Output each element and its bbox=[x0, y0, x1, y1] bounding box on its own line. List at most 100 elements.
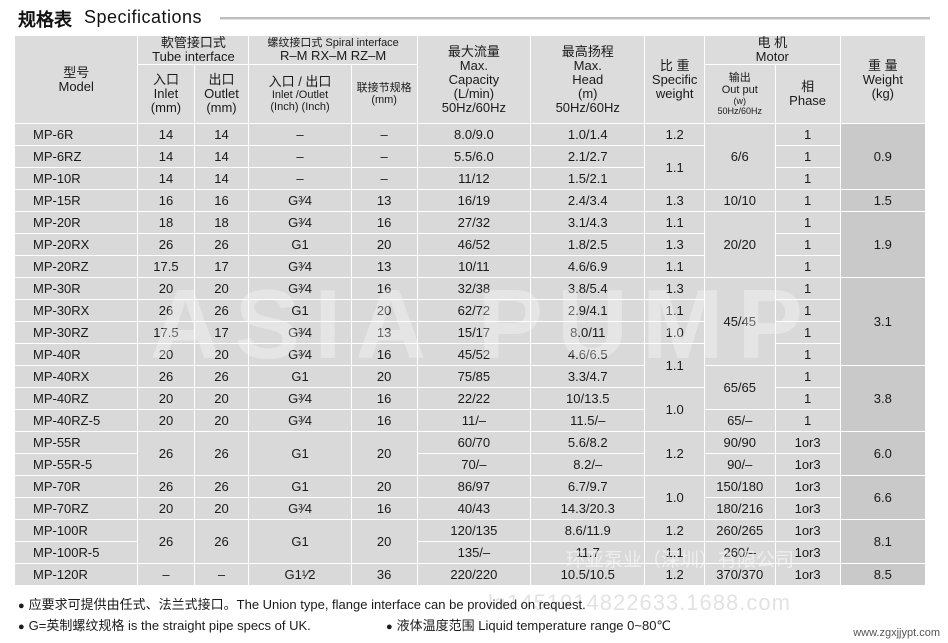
cell-specific-weight: 1.3 bbox=[644, 277, 705, 300]
table-row: MP-40RZ-5 20 20 G³⁄4 16 11/– 11.5/– 65/–… bbox=[13, 409, 926, 432]
cell-specific-weight: 1.1 bbox=[644, 145, 705, 190]
cell-capacity: 70/– bbox=[416, 453, 532, 476]
cell-weight: 1.5 bbox=[839, 189, 927, 212]
cell-thread: G³⁄4 bbox=[248, 387, 352, 410]
cell-thread: G1 bbox=[248, 475, 352, 498]
cell-outlet: 26 bbox=[193, 431, 250, 476]
cell-outlet: 17 bbox=[193, 255, 250, 278]
cell-joint: 20 bbox=[350, 365, 418, 388]
cell-thread: G1 bbox=[248, 431, 352, 476]
cell-capacity: 220/220 bbox=[416, 563, 532, 586]
cell-joint: 20 bbox=[350, 299, 418, 322]
cell-phase: 1or3 bbox=[774, 431, 841, 454]
cell-capacity: 15/17 bbox=[416, 321, 532, 344]
note-thread: ● G=英制螺纹规格 is the straight pipe specs of … bbox=[18, 618, 311, 633]
cell-phase: 1 bbox=[774, 365, 841, 388]
cell-model: MP-100R bbox=[13, 519, 139, 542]
cell-joint: 20 bbox=[350, 475, 418, 498]
header-capacity: 最大流量 Max. Capacity (L/min) 50Hz/60Hz bbox=[416, 35, 532, 124]
cell-model: MP-30R bbox=[13, 277, 139, 300]
cell-model: MP-55R bbox=[13, 431, 139, 454]
cell-outlet: 26 bbox=[193, 519, 250, 564]
phone-watermark: la1451914822633.1688.com bbox=[488, 590, 791, 615]
cell-capacity: 75/85 bbox=[416, 365, 532, 388]
cell-thread: G³⁄4 bbox=[248, 321, 352, 344]
cell-inlet: 20 bbox=[137, 497, 195, 520]
cell-specific-weight: 1.1 bbox=[644, 255, 705, 278]
cell-outlet: 14 bbox=[193, 167, 250, 190]
cell-inlet: 26 bbox=[137, 475, 195, 498]
cell-thread: G1¹⁄2 bbox=[248, 563, 352, 586]
cell-phase: 1 bbox=[774, 233, 841, 256]
cell-thread: G³⁄4 bbox=[248, 409, 352, 432]
cell-thread: G³⁄4 bbox=[248, 497, 352, 520]
cell-joint: 16 bbox=[350, 387, 418, 410]
cell-head: 8.2/– bbox=[530, 453, 646, 476]
cell-weight: 8.1 bbox=[839, 519, 927, 564]
cell-joint: 36 bbox=[350, 563, 418, 586]
cell-inlet: 17.5 bbox=[137, 255, 195, 278]
cell-inlet: 18 bbox=[137, 211, 195, 234]
cell-thread: G³⁄4 bbox=[248, 211, 352, 234]
cell-outlet: 26 bbox=[193, 233, 250, 256]
cell-joint: 16 bbox=[350, 277, 418, 300]
cell-joint: – bbox=[350, 145, 418, 168]
header-spiral-joint: 联接节规格 (mm) bbox=[350, 64, 418, 124]
cell-capacity: 86/97 bbox=[416, 475, 532, 498]
cell-output: 90/90 bbox=[703, 431, 776, 454]
cell-output: 180/216 bbox=[703, 497, 776, 520]
cell-phase: 1or3 bbox=[774, 497, 841, 520]
cell-outlet: 14 bbox=[193, 123, 250, 146]
cell-phase: 1 bbox=[774, 343, 841, 366]
cell-phase: 1or3 bbox=[774, 453, 841, 476]
cell-outlet: 16 bbox=[193, 189, 250, 212]
table-row: MP-10R 14 14 – – 11/12 1.5/2.1 1 bbox=[13, 167, 926, 190]
cell-phase: 1 bbox=[774, 277, 841, 300]
cell-phase: 1or3 bbox=[774, 541, 841, 564]
cell-weight: 3.8 bbox=[839, 365, 927, 432]
cell-capacity: 8.0/9.0 bbox=[416, 123, 532, 146]
cell-joint: 13 bbox=[350, 255, 418, 278]
cell-thread: G1 bbox=[248, 365, 352, 388]
cell-joint: 16 bbox=[350, 211, 418, 234]
cell-capacity: 11/– bbox=[416, 409, 532, 432]
cell-inlet: 26 bbox=[137, 299, 195, 322]
cell-phase: 1 bbox=[774, 299, 841, 322]
table-row: MP-30RX 26 26 G1 20 62/72 2.9/4.1 1.1 1 bbox=[13, 299, 926, 322]
header-motor: 电 机 Motor bbox=[703, 35, 841, 65]
cell-model: MP-15R bbox=[13, 189, 139, 212]
cell-thread: G1 bbox=[248, 519, 352, 564]
cell-specific-weight: 1.2 bbox=[644, 519, 705, 542]
note-union: ● 应要求可提供由任式、法兰式接口。The Union type, flange … bbox=[18, 597, 586, 612]
cell-capacity: 27/32 bbox=[416, 211, 532, 234]
cell-joint: 20 bbox=[350, 519, 418, 564]
cell-specific-weight: 1.3 bbox=[644, 189, 705, 212]
cell-model: MP-30RX bbox=[13, 299, 139, 322]
table-row: MP-15R 16 16 G³⁄4 13 16/19 2.4/3.4 1.3 1… bbox=[13, 189, 927, 212]
cell-specific-weight: 1.0 bbox=[644, 387, 705, 432]
cell-head: 2.1/2.7 bbox=[530, 145, 646, 168]
company-watermark: 环亚泵业（深圳）有限公司 bbox=[566, 549, 795, 571]
cell-output: 150/180 bbox=[703, 475, 776, 498]
header-specific-weight: 比 重 Specific weight bbox=[644, 35, 705, 124]
cell-head: 14.3/20.3 bbox=[530, 497, 646, 520]
cell-inlet: 26 bbox=[137, 431, 195, 476]
bullet-icon: ● bbox=[18, 600, 25, 612]
cell-phase: 1 bbox=[774, 123, 841, 146]
cell-joint: 20 bbox=[350, 233, 418, 256]
cell-inlet: 20 bbox=[137, 387, 195, 410]
cell-model: MP-40R bbox=[13, 343, 139, 366]
cell-phase: 1 bbox=[774, 145, 841, 168]
cell-head: 11.5/– bbox=[530, 409, 646, 432]
cell-phase: 1 bbox=[774, 167, 841, 190]
cell-inlet: 14 bbox=[137, 145, 195, 168]
table-row: MP-55R 26 26 G1 20 60/70 5.6/8.2 1.2 90/… bbox=[13, 431, 927, 476]
cell-inlet: 26 bbox=[137, 365, 195, 388]
cell-output: 10/10 bbox=[703, 189, 776, 212]
cell-thread: G³⁄4 bbox=[248, 255, 352, 278]
bullet-icon: ● bbox=[386, 621, 393, 633]
cell-head: 8.0/11 bbox=[530, 321, 646, 344]
cell-model: MP-20RZ bbox=[13, 255, 139, 278]
cell-weight: 0.9 bbox=[839, 123, 927, 190]
cell-weight: 6.0 bbox=[839, 431, 927, 476]
